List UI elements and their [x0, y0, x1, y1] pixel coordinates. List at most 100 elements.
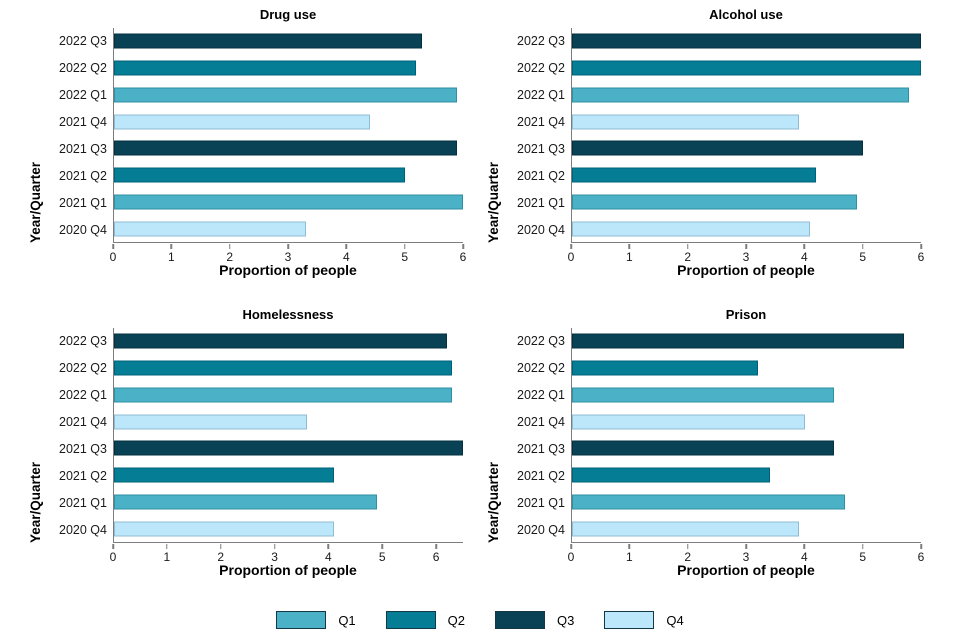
x-axis-tick-label: 3 [271, 549, 278, 564]
category-label: 2021 Q2 [517, 468, 565, 483]
x-axis: 0 1 2 3 4 5 6 [109, 243, 466, 266]
x-axis-title: Proportion of people [219, 562, 357, 578]
chart-homelessness: Homelessness Year/Quarter 2022 Q3 2022 Q2… [0, 300, 480, 600]
bar-2022-q2 [114, 60, 417, 76]
bar-2021-q3 [572, 440, 834, 456]
category-label: 2022 Q1 [517, 88, 565, 103]
x-axis-tick-label: 4 [325, 549, 332, 564]
x-axis-tick-label: 2 [684, 549, 691, 564]
chart-title: Homelessness [242, 307, 334, 322]
charts-grid: Drug use Year/Quarter 2022 Q3 2022 Q2 2022… [0, 0, 960, 600]
bar-2021-q4 [114, 114, 370, 130]
x-axis-tick [287, 243, 289, 249]
bar-row [572, 28, 921, 55]
bar-row [114, 489, 463, 516]
x-axis-tick-label: 1 [163, 549, 171, 564]
category-label: 2022 Q1 [59, 388, 107, 403]
legend-item-q2: Q2 [385, 611, 465, 629]
category-label: 2021 Q4 [517, 115, 565, 130]
category-label: 2021 Q1 [59, 495, 107, 510]
x-axis-title: Proportion of people [219, 262, 357, 278]
bar-2022-q3 [114, 33, 423, 49]
bar-2022-q2 [572, 360, 759, 376]
x-axis-tick [462, 243, 464, 249]
x-axis-tick [273, 543, 276, 549]
bar-row [114, 382, 463, 409]
bar-row [572, 108, 921, 135]
x-axis-tick [745, 243, 747, 249]
category-label: 2021 Q4 [59, 415, 107, 430]
bar-2022-q3 [114, 333, 447, 349]
bar-2022-q2 [572, 60, 921, 76]
legend: Q1 Q2 Q3 Q4 [0, 600, 960, 640]
x-axis-tick [920, 543, 922, 549]
category-label: 2022 Q2 [59, 61, 107, 76]
bar-2020-q4 [114, 221, 306, 237]
x-axis-tick-label: 2 [684, 249, 691, 264]
category-label: 2021 Q3 [59, 141, 107, 156]
legend-swatch-q4 [604, 611, 655, 629]
legend-label: Q2 [447, 612, 465, 628]
plot-area [113, 328, 463, 543]
bar-row [114, 162, 463, 189]
bar-row [114, 435, 463, 462]
x-axis-tick [345, 243, 348, 249]
bar-row [572, 162, 921, 189]
bar-2020-q4 [114, 521, 335, 537]
chart-drug-use: Drug use Year/Quarter 2022 Q3 2022 Q2 2022… [0, 0, 480, 300]
x-axis: 0 1 2 3 4 5 6 [567, 243, 924, 266]
x-axis-tick-label: 0 [567, 549, 575, 564]
x-axis-tick-label: 0 [109, 249, 117, 264]
bar-row [114, 462, 463, 489]
category-label: 2022 Q2 [517, 361, 565, 376]
x-axis-tick-label: 4 [800, 249, 808, 264]
legend-swatch-q3 [495, 611, 545, 629]
bar-2022-q1 [572, 387, 834, 403]
x-axis-tick [628, 243, 631, 249]
y-axis-category-labels: 2022 Q3 2022 Q2 2022 Q1 2021 Q4 2021 Q3 2021 … [0, 328, 107, 543]
x-axis-tick [803, 543, 806, 549]
x-axis-tick-label: 1 [625, 549, 633, 564]
category-label: 2022 Q2 [517, 61, 565, 76]
y-axis-category-labels: 2022 Q3 2022 Q2 2022 Q1 2021 Q4 2021 Q3 2021 … [480, 328, 565, 543]
x-axis: 0 1 2 3 4 5 6 [567, 543, 924, 566]
x-axis-tick-label: 6 [432, 549, 440, 564]
bar-2021-q3 [114, 440, 463, 456]
category-label: 2021 Q3 [517, 141, 565, 156]
x-axis-tick [570, 243, 572, 249]
legend-item-q1: Q1 [276, 611, 356, 629]
x-axis-tick-label: 1 [167, 249, 175, 264]
x-axis-title: Proportion of people [677, 262, 815, 278]
y-axis-category-labels: 2022 Q3 2022 Q2 2022 Q1 2021 Q4 2021 Q3 2021 … [0, 28, 107, 243]
category-label: 2021 Q3 [517, 441, 565, 456]
x-axis-tick [381, 543, 383, 549]
bar-row [572, 135, 921, 162]
x-axis-tick [745, 543, 747, 549]
plot-area [571, 328, 921, 543]
legend-swatch-q2 [385, 611, 436, 629]
bar-row [572, 515, 921, 542]
x-axis-tick-label: 2 [226, 249, 233, 264]
bar-2021-q3 [114, 140, 458, 156]
category-label: 2020 Q4 [517, 522, 565, 537]
category-label: 2021 Q3 [59, 441, 107, 456]
x-axis-title: Proportion of people [677, 562, 815, 578]
chart-prison: Prison Year/Quarter 2022 Q3 2022 Q2 2022 Q… [480, 300, 960, 600]
bar-2021-q2 [572, 467, 770, 483]
category-label: 2022 Q3 [517, 334, 565, 349]
bar-row [114, 189, 463, 216]
bar-row [114, 408, 463, 435]
x-axis-tick-label: 0 [567, 249, 575, 264]
chart-title: Prison [725, 307, 767, 322]
x-axis-tick [628, 543, 631, 549]
x-axis-tick [861, 543, 864, 549]
x-axis: 0 1 2 3 4 5 6 [110, 543, 463, 566]
legend-item-q4: Q4 [604, 611, 684, 629]
x-axis-tick-label: 4 [800, 549, 808, 564]
bar-2021-q4 [572, 414, 805, 430]
x-axis-tick [686, 543, 689, 549]
bar-2020-q4 [572, 221, 811, 237]
bar-row [114, 108, 463, 135]
bar-row [114, 28, 463, 55]
bar-row [572, 435, 921, 462]
